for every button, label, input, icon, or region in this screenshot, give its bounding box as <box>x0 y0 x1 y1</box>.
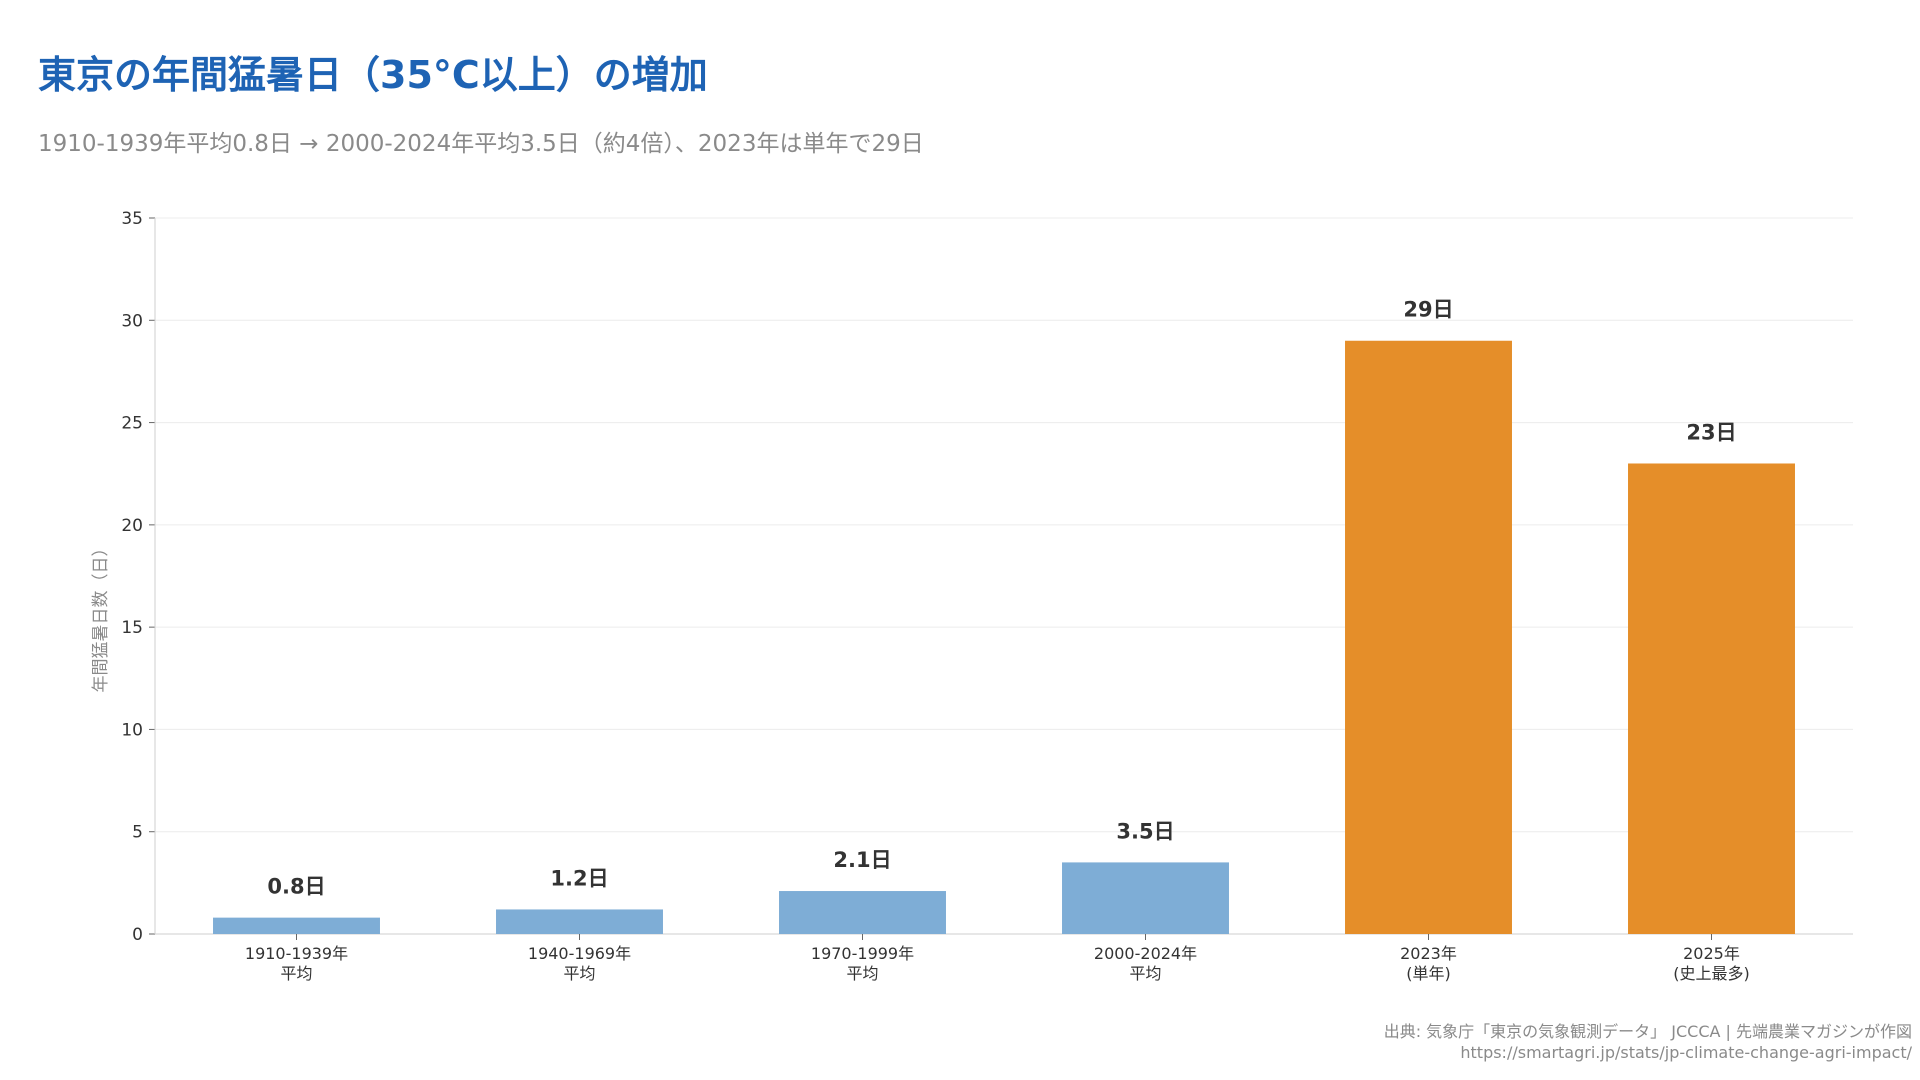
value-label: 2.1日 <box>833 848 891 872</box>
label-layer: 0.8日1910-1939年平均1.2日1940-1969年平均2.1日1970… <box>245 298 1750 983</box>
x-tick-label: 平均 <box>280 964 312 983</box>
bar <box>1345 340 1512 934</box>
value-label: 29日 <box>1403 298 1453 322</box>
value-label: 0.8日 <box>267 875 325 899</box>
value-label: 3.5日 <box>1116 819 1174 843</box>
x-tick-label: 1940-1969年 <box>528 944 631 963</box>
source-url[interactable]: https://smartagri.jp/stats/jp-climate-ch… <box>1460 1043 1912 1062</box>
grid-layer <box>155 217 1853 935</box>
x-tick-label: 2025年 <box>1683 944 1740 963</box>
y-tick-label: 35 <box>121 209 143 229</box>
bar <box>1062 862 1229 934</box>
y-tick-label: 10 <box>121 720 143 740</box>
x-tick-label: 1910-1939年 <box>245 944 348 963</box>
y-tick-label: 25 <box>121 414 143 434</box>
bar <box>496 909 663 934</box>
y-tick-label: 15 <box>121 618 143 638</box>
y-tick-label: 30 <box>121 311 143 331</box>
x-tick-label: 2000-2024年 <box>1094 944 1197 963</box>
bar-layer <box>213 340 1795 934</box>
bar <box>213 917 380 934</box>
y-tick-label: 0 <box>132 925 143 945</box>
axis-layer: 0 5 10 15 20 25 30 35 年間猛暑日数（日） <box>91 209 1853 945</box>
value-label: 1.2日 <box>550 866 608 890</box>
bar <box>779 891 946 934</box>
x-tick-label: 平均 <box>563 964 595 983</box>
x-tick-label: 2023年 <box>1400 944 1457 963</box>
y-tick-label: 20 <box>121 516 143 536</box>
source-note: 出典: 気象庁「東京の気象観測データ」 JCCCA | 先端農業マガジンが作図 <box>1383 1022 1912 1041</box>
x-tick-label: (史上最多) <box>1673 964 1750 983</box>
bar <box>1628 463 1795 934</box>
x-tick-label: (単年) <box>1406 964 1451 983</box>
chart-subtitle: 1910-1939年平均0.8日 → 2000-2024年平均3.5日（約4倍）… <box>38 131 924 157</box>
value-label: 23日 <box>1686 420 1736 444</box>
chart-title: 東京の年間猛暑日（35°C以上）の増加 <box>38 53 708 97</box>
x-tick-label: 平均 <box>1129 964 1161 983</box>
y-tick-label: 5 <box>132 823 143 843</box>
x-tick-label: 平均 <box>846 964 878 983</box>
y-axis-label: 年間猛暑日数（日） <box>91 540 111 693</box>
x-tick-label: 1970-1999年 <box>811 944 914 963</box>
